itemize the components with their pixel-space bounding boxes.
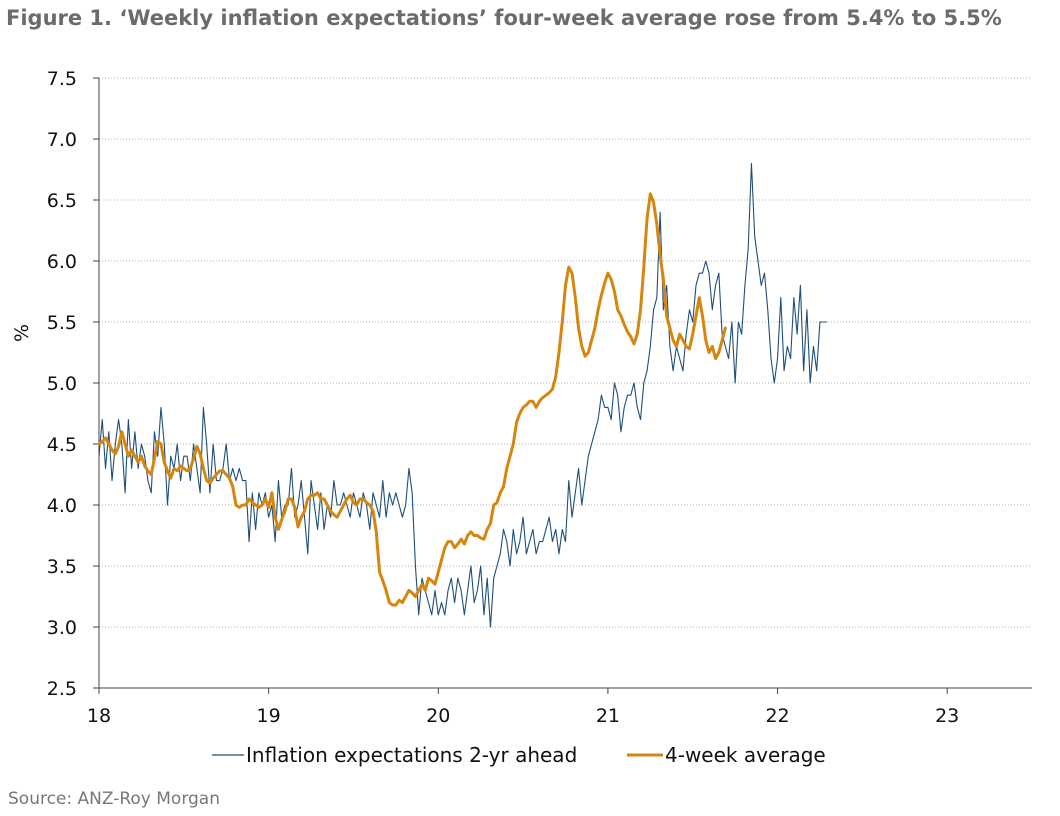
x-tick-label: 18 (87, 705, 111, 727)
x-tick-label: 20 (426, 705, 450, 727)
y-tick-label: 7.5 (47, 68, 77, 90)
y-axis-label: % (11, 324, 33, 342)
axes (93, 77, 1032, 694)
y-tick-label: 3.5 (47, 556, 77, 578)
legend: Inflation expectations 2-yr ahead 4-week… (212, 743, 826, 767)
x-tick-label: 23 (935, 705, 959, 727)
y-tick-label: 6.5 (47, 190, 77, 212)
y-tick-label: 5.0 (47, 373, 77, 395)
x-tick-labels: 18 19 20 21 22 23 (87, 705, 959, 727)
x-tick-label: 19 (257, 705, 281, 727)
series-lines (97, 162, 828, 628)
y-tick-label: 5.5 (47, 312, 77, 334)
series-line-average (97, 192, 727, 607)
source-note: Source: ANZ-Roy Morgan (8, 789, 221, 809)
gridlines (99, 77, 1032, 628)
figure-title: Figure 1. ‘Weekly inflation expectations… (6, 6, 1002, 30)
y-tick-label: 2.5 (47, 678, 77, 700)
line-chart: 2.5 3.0 3.5 4.0 4.5 5.0 5.5 6.0 6.5 7.0 7.5 18 19 20… (11, 68, 1032, 767)
y-tick-label: 6.0 (47, 251, 77, 273)
y-tick-label: 4.5 (47, 434, 77, 456)
y-tick-label: 3.0 (47, 617, 77, 639)
legend-label-weekly: Inflation expectations 2-yr ahead (246, 743, 577, 767)
x-tick-label: 22 (765, 705, 789, 727)
y-tick-label: 4.0 (47, 495, 77, 517)
series-line-weekly (98, 162, 828, 628)
y-tick-labels: 2.5 3.0 3.5 4.0 4.5 5.0 5.5 6.0 6.5 7.0 7.5 (47, 68, 77, 700)
y-tick-label: 7.0 (47, 129, 77, 151)
legend-label-average: 4-week average (665, 743, 826, 767)
x-tick-label: 21 (596, 705, 620, 727)
